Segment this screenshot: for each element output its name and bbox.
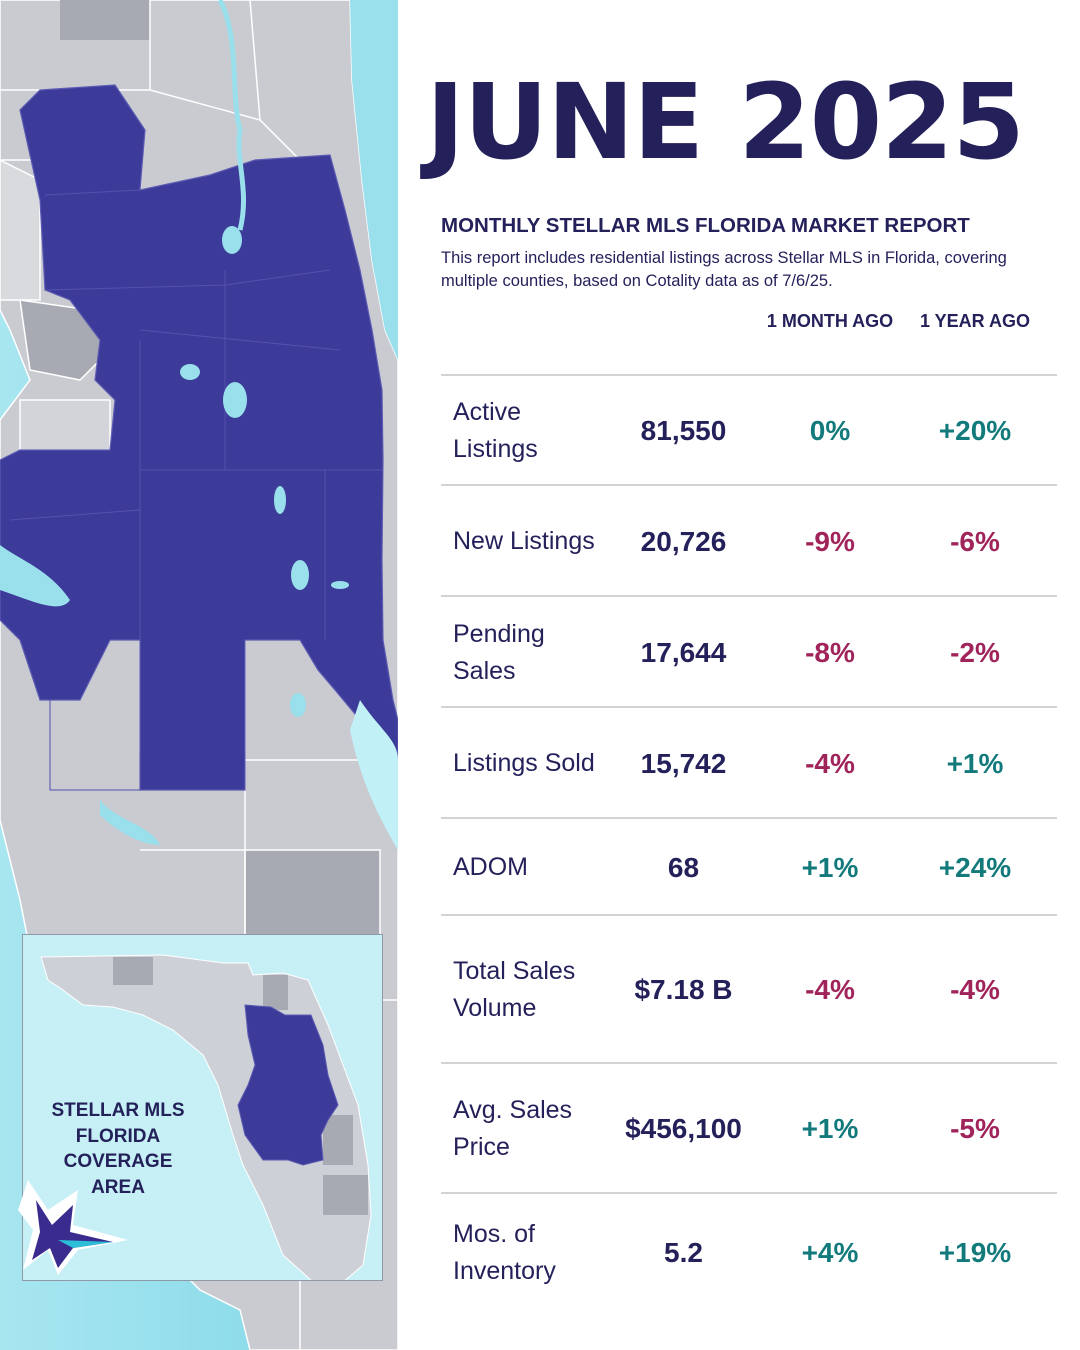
row-value: 15,742 [640,747,727,779]
row-month-change: 0% [809,415,851,446]
table-row: Mos. of Inventory 5.2 +4% +19% [441,1192,1057,1312]
row-year-change: +20% [938,415,1012,446]
inset-coverage [237,1004,339,1166]
table-row: Listings Sold 15,742 -4% +1% [441,706,1057,819]
row-label: New Listings [453,527,595,555]
inset-label: STELLAR MLS FLORIDA COVERAGE AREA [51,1100,185,1198]
row-value: 68 [667,851,700,883]
row-year-change: +1% [946,747,1004,779]
report-description: This report includes residential listing… [441,249,1007,290]
table-row: Avg. Sales Price $456,100 +1% -5% [441,1062,1057,1194]
row-label: Avg. Sales Price [453,1096,573,1161]
column-header-year: 1 YEAR AGO [919,311,1031,331]
row-year-change: -5% [950,1113,1000,1144]
florida-inset-map [22,934,383,1281]
florida-outline [23,935,382,1280]
row-label: Active Listings [453,398,538,463]
row-value: $7.18 B [634,974,733,1005]
stellar-logo-icon [18,1180,128,1275]
row-label: Mos. of Inventory [453,1220,556,1285]
row-value: 17,644 [640,636,727,668]
row-label: ADOM [453,853,528,881]
table-row: Total Sales Volume $7.18 B -4% -4% [441,914,1057,1064]
row-label: Listings Sold [453,749,595,777]
row-value: 5.2 [664,1237,703,1268]
row-month-change: +4% [801,1237,859,1268]
market-report: JUNE 2025 MONTHLY STELLAR MLS FLORIDA MA… [398,0,1080,1350]
table-row: Pending Sales 17,644 -8% -2% [441,595,1057,708]
coverage-map: STELLAR MLS FLORIDA COVERAGE AREA [0,0,398,1350]
page-title: JUNE 2025 [426,61,1025,183]
row-month-change: +1% [801,851,859,883]
row-value: $456,100 [625,1113,742,1144]
row-value: 81,550 [640,415,727,446]
row-label: Total Sales Volume [453,957,576,1022]
row-month-change: -8% [805,636,855,668]
row-value: 20,726 [640,525,727,557]
report-subtitle: MONTHLY STELLAR MLS FLORIDA MARKET REPOR… [441,214,970,237]
row-month-change: +1% [801,1113,859,1144]
row-month-change: -4% [805,747,855,779]
column-header-month: 1 MONTH AGO [766,311,894,331]
table-row: Active Listings 81,550 0% +20% [441,374,1057,486]
row-year-change: +19% [938,1237,1012,1268]
table-row: ADOM 68 +1% +24% [441,817,1057,916]
table-row: New Listings 20,726 -9% -6% [441,484,1057,597]
row-year-change: -4% [950,974,1000,1005]
row-year-change: -2% [950,636,1000,668]
row-month-change: -9% [805,525,855,557]
row-year-change: +24% [938,851,1012,883]
row-year-change: -6% [950,525,1000,557]
row-label: Pending Sales [453,619,545,685]
row-month-change: -4% [805,974,855,1005]
coverage-counties [0,84,398,791]
